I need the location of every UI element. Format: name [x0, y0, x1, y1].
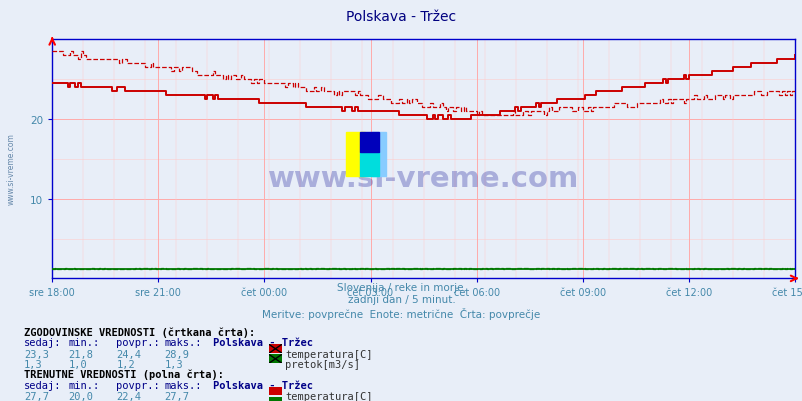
Text: 20,0: 20,0 [68, 391, 93, 401]
Text: 1,3: 1,3 [24, 359, 43, 369]
Text: zadnji dan / 5 minut.: zadnji dan / 5 minut. [347, 295, 455, 305]
Text: min.:: min.: [68, 380, 99, 390]
Text: 28,9: 28,9 [164, 349, 189, 359]
FancyBboxPatch shape [345, 133, 364, 176]
Text: 22,4: 22,4 [116, 391, 141, 401]
Text: min.:: min.: [68, 338, 99, 348]
Text: pretok[m3/s]: pretok[m3/s] [285, 359, 359, 369]
Text: Polskava - Tržec: Polskava - Tržec [213, 380, 313, 390]
Text: ZGODOVINSKE VREDNOSTI (črtkana črta):: ZGODOVINSKE VREDNOSTI (črtkana črta): [24, 327, 255, 337]
Text: sedaj:: sedaj: [24, 338, 62, 348]
Text: Polskava - Tržec: Polskava - Tržec [213, 338, 313, 348]
Text: sedaj:: sedaj: [24, 380, 62, 390]
FancyBboxPatch shape [359, 133, 379, 152]
Text: povpr.:: povpr.: [116, 380, 160, 390]
Text: povpr.:: povpr.: [116, 338, 160, 348]
Text: Polskava - Tržec: Polskava - Tržec [346, 10, 456, 24]
Text: Slovenija / reke in morje.: Slovenija / reke in morje. [336, 283, 466, 293]
Text: 24,4: 24,4 [116, 349, 141, 359]
Text: 27,7: 27,7 [24, 391, 49, 401]
FancyBboxPatch shape [359, 152, 379, 176]
Text: 1,0: 1,0 [68, 359, 87, 369]
Text: www.si-vreme.com: www.si-vreme.com [6, 133, 15, 204]
FancyBboxPatch shape [371, 133, 386, 176]
Text: 23,3: 23,3 [24, 349, 49, 359]
Text: 21,8: 21,8 [68, 349, 93, 359]
Text: Meritve: povprečne  Enote: metrične  Črta: povprečje: Meritve: povprečne Enote: metrične Črta:… [262, 307, 540, 319]
Text: maks.:: maks.: [164, 338, 202, 348]
Text: www.si-vreme.com: www.si-vreme.com [268, 164, 578, 192]
Text: TRENUTNE VREDNOSTI (polna črta):: TRENUTNE VREDNOSTI (polna črta): [24, 369, 224, 379]
Text: maks.:: maks.: [164, 380, 202, 390]
Text: temperatura[C]: temperatura[C] [285, 349, 372, 359]
Text: 1,2: 1,2 [116, 359, 135, 369]
Text: 27,7: 27,7 [164, 391, 189, 401]
Text: temperatura[C]: temperatura[C] [285, 391, 372, 401]
Text: 1,3: 1,3 [164, 359, 183, 369]
